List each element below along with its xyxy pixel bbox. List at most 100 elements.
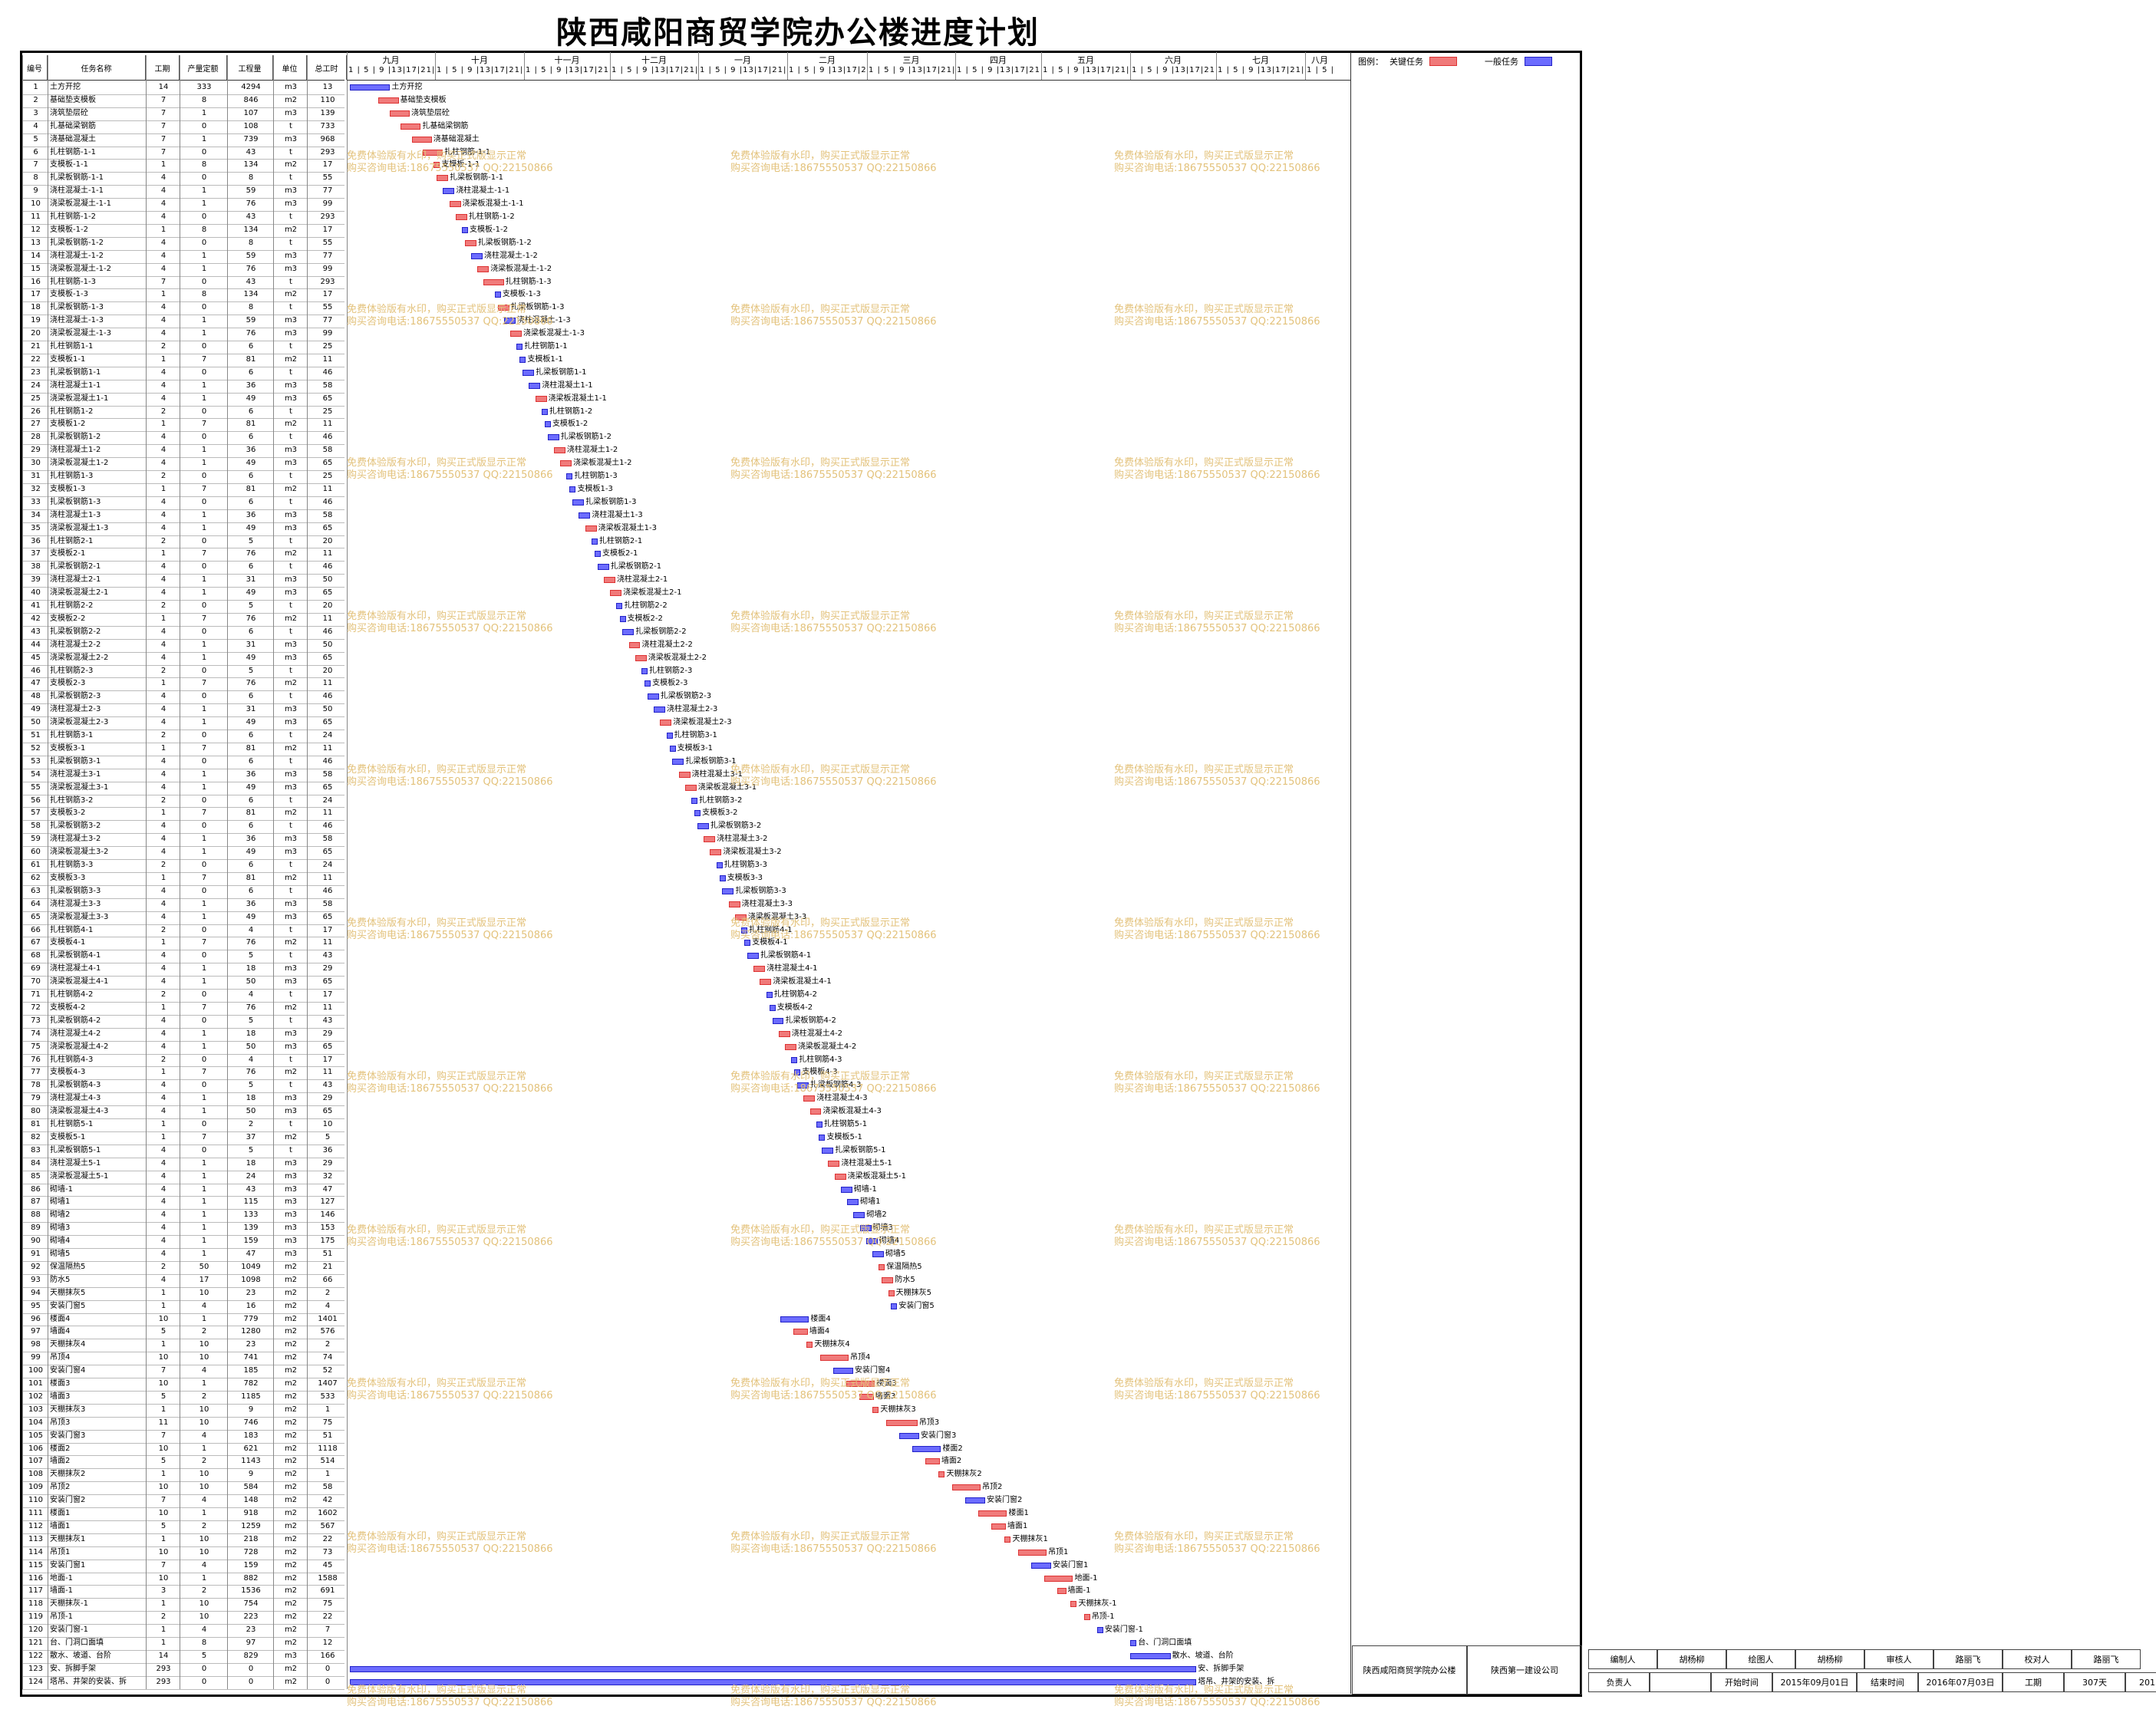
table-cell: 49 <box>246 718 256 727</box>
table-cell: 76 <box>246 199 256 209</box>
critical-task-bar <box>793 1329 808 1336</box>
watermark-line-2: 购买咨询电话:18675550537 QQ:22150866 <box>1114 1697 1320 1708</box>
task-bar <box>794 1069 801 1076</box>
table-cell: m3 <box>284 912 298 921</box>
table-cell: 1 <box>201 108 207 117</box>
table-cell: 22 <box>322 1612 333 1622</box>
table-cell: 1 <box>201 718 207 727</box>
footer-company: 陕西第一建设公司 <box>1467 1645 1582 1695</box>
table-cell: 36 <box>246 510 256 519</box>
table-cell: 0 <box>201 433 207 442</box>
table-cell: t <box>289 173 292 183</box>
task-bar-label: 砌墙4 <box>879 1237 900 1246</box>
table-cell: 6 <box>248 367 254 377</box>
row-divider <box>22 1403 344 1405</box>
table-cell: 6 <box>248 342 254 351</box>
table-cell: 99 <box>322 264 333 273</box>
row-divider <box>22 625 344 627</box>
table-cell: 4 <box>160 653 166 662</box>
table-cell: 1 <box>160 1639 166 1647</box>
task-bar <box>462 226 469 233</box>
table-cell: 621 <box>243 1444 259 1453</box>
task-bar-label: 支模板2-3 <box>652 679 688 688</box>
table-cell: 4 <box>160 1197 166 1207</box>
table-cell: 514 <box>320 1457 335 1466</box>
task-bar-label: 扎梁板钢筋2-1 <box>610 562 662 571</box>
table-cell: 浇梁板混凝土3-3 <box>50 912 109 921</box>
table-cell: 43 <box>246 1184 256 1194</box>
day-ticks: 1 | 5 | 9 |13|17|21|25 <box>1132 66 1215 74</box>
column-divider <box>347 55 348 1689</box>
table-cell: 扎梁板钢筋4-1 <box>50 951 101 960</box>
row-divider <box>22 1455 344 1457</box>
table-cell: 2 <box>160 472 166 480</box>
table-cell: 97 <box>31 1327 41 1336</box>
table-cell: 49 <box>246 848 256 857</box>
task-bar <box>622 628 635 635</box>
table-cell: 27 <box>31 420 41 429</box>
table-cell: 4 <box>248 990 254 999</box>
table-cell: 0 <box>201 1055 207 1064</box>
table-cell: t <box>289 1016 292 1025</box>
table-cell: 1 <box>33 83 38 91</box>
table-cell: m3 <box>284 1184 298 1194</box>
task-bar-label: 扎梁板钢筋4-2 <box>785 1016 836 1025</box>
table-cell: m2 <box>284 549 298 558</box>
table-cell: 22 <box>322 1534 333 1543</box>
table-cell: 7 <box>160 277 166 286</box>
table-cell: 7 <box>201 549 207 558</box>
table-cell: 968 <box>320 134 335 143</box>
row-divider <box>22 1442 344 1444</box>
table-cell: 36 <box>322 1145 333 1154</box>
task-bar-label: 浇柱混凝土3-2 <box>717 835 768 844</box>
table-cell: 7 <box>201 1003 207 1012</box>
table-cell: 21 <box>31 342 41 351</box>
row-divider <box>22 185 344 186</box>
table-cell: 扎柱钢筋4-1 <box>50 925 94 934</box>
row-divider <box>22 703 344 705</box>
table-cell: t <box>289 822 292 831</box>
table-cell: 175 <box>320 1237 335 1246</box>
table-cell: 1 <box>201 1094 207 1103</box>
table-cell: 5 <box>248 1016 254 1025</box>
task-bar-label: 浇柱混凝土4-3 <box>816 1094 868 1103</box>
task-bar <box>847 1199 859 1206</box>
row-divider <box>22 1131 344 1132</box>
table-cell: 100 <box>28 1366 44 1375</box>
table-cell: m2 <box>284 1405 298 1414</box>
table-cell: 6 <box>248 407 254 416</box>
table-cell: 基础垫支模板 <box>50 95 96 104</box>
critical-task-bar <box>778 1030 790 1037</box>
table-cell: 5 <box>248 1145 254 1154</box>
table-cell: t <box>289 212 292 221</box>
table-cell: m3 <box>284 653 298 662</box>
critical-task-bar <box>828 1160 840 1167</box>
table-cell: m2 <box>284 225 298 234</box>
table-cell: 23 <box>246 1625 256 1635</box>
table-cell: 0 <box>201 756 207 766</box>
table-cell: 吊顶4 <box>50 1353 71 1362</box>
table-cell: m2 <box>284 1418 298 1427</box>
table-cell: 223 <box>243 1612 259 1622</box>
task-bar-label: 天棚抹灰5 <box>895 1288 931 1297</box>
table-cell: 14 <box>158 1651 169 1660</box>
table-cell: 4 <box>248 925 254 934</box>
table-cell: 5 <box>33 134 38 143</box>
table-cell: 10 <box>31 199 41 209</box>
table-cell: 43 <box>322 1016 333 1025</box>
task-bar <box>350 1678 1197 1685</box>
task-bar-label: 支模板3-2 <box>702 809 738 818</box>
table-cell: m3 <box>284 977 298 986</box>
row-divider <box>22 1481 344 1483</box>
table-cell: m3 <box>284 459 298 468</box>
table-cell: 46 <box>322 433 333 442</box>
table-cell: 4 <box>160 316 166 325</box>
table-cell: 65 <box>322 782 333 792</box>
table-cell: 49 <box>246 459 256 468</box>
table-cell: 安装门窗2 <box>50 1496 86 1505</box>
task-bar-label: 浇梁板混凝土-1-1 <box>462 199 524 209</box>
table-cell: 1 <box>201 1171 207 1181</box>
task-bar-label: 浇柱混凝土4-1 <box>766 964 818 973</box>
task-bar <box>350 84 391 91</box>
table-cell: 11 <box>322 354 333 364</box>
